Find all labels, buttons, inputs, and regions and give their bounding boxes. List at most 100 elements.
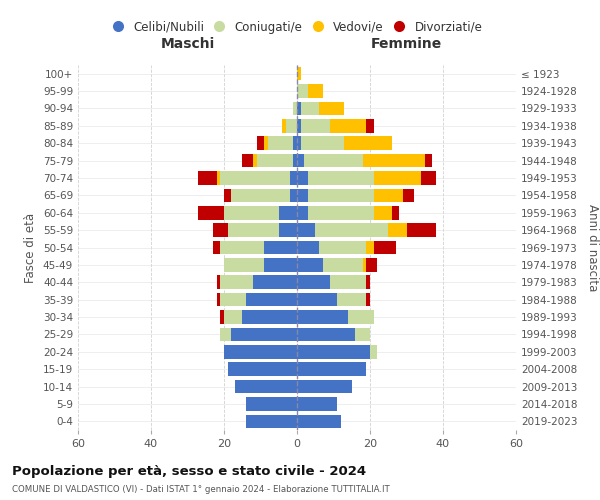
Bar xyxy=(290,188,297,202)
Bar xyxy=(224,345,297,358)
Bar xyxy=(297,293,337,306)
Bar xyxy=(246,397,297,410)
Bar xyxy=(297,293,367,306)
Bar xyxy=(246,414,297,428)
Bar xyxy=(297,362,367,376)
Bar xyxy=(297,414,341,428)
Legend: Celibi/Nubili, Coniugati/e, Vedovi/e, Divorziati/e: Celibi/Nubili, Coniugati/e, Vedovi/e, Di… xyxy=(107,16,487,38)
Bar xyxy=(224,258,297,272)
Bar xyxy=(227,362,297,376)
Bar xyxy=(297,154,304,168)
Bar xyxy=(227,362,297,376)
Bar xyxy=(220,240,297,254)
Y-axis label: Fasce di età: Fasce di età xyxy=(25,212,37,282)
Bar xyxy=(297,188,308,202)
Bar xyxy=(279,224,297,237)
Bar xyxy=(297,397,337,410)
Bar xyxy=(297,414,341,428)
Bar xyxy=(297,276,367,289)
Bar xyxy=(246,397,297,410)
Bar xyxy=(246,414,297,428)
Bar xyxy=(297,102,344,115)
Bar xyxy=(220,310,297,324)
Bar xyxy=(246,414,297,428)
Bar xyxy=(297,206,392,220)
Bar xyxy=(297,136,392,150)
Bar xyxy=(224,258,297,272)
Bar xyxy=(297,154,432,168)
Bar xyxy=(297,310,374,324)
Bar xyxy=(213,224,297,237)
Bar xyxy=(297,397,337,410)
Bar xyxy=(297,362,367,376)
Bar xyxy=(297,224,407,237)
Bar xyxy=(246,414,297,428)
Bar xyxy=(297,171,308,185)
Bar xyxy=(297,240,319,254)
Bar xyxy=(253,276,297,289)
Bar xyxy=(220,293,297,306)
Bar xyxy=(297,328,355,341)
Bar xyxy=(242,154,297,168)
Bar xyxy=(297,206,374,220)
Bar xyxy=(297,102,344,115)
Text: COMUNE DI VALDASTICO (VI) - Dati ISTAT 1° gennaio 2024 - Elaborazione TUTTITALIA: COMUNE DI VALDASTICO (VI) - Dati ISTAT 1… xyxy=(12,485,390,494)
Bar xyxy=(220,328,297,341)
Bar xyxy=(297,240,395,254)
Bar xyxy=(283,119,297,132)
Bar xyxy=(297,171,374,185)
Bar xyxy=(235,380,297,394)
Bar xyxy=(297,119,374,132)
Bar xyxy=(235,380,297,394)
Bar xyxy=(268,136,297,150)
Bar xyxy=(283,119,297,132)
Bar xyxy=(297,224,388,237)
Bar xyxy=(297,119,330,132)
Bar xyxy=(253,154,297,168)
Bar xyxy=(246,397,297,410)
Bar xyxy=(297,84,323,98)
Bar xyxy=(297,293,367,306)
Bar xyxy=(297,102,319,115)
Bar xyxy=(264,136,297,150)
Bar xyxy=(224,345,297,358)
Bar xyxy=(224,206,297,220)
Bar xyxy=(199,171,297,185)
Bar xyxy=(297,258,323,272)
Bar xyxy=(224,188,297,202)
Bar xyxy=(227,362,297,376)
Bar xyxy=(297,362,367,376)
Bar xyxy=(297,84,308,98)
Bar xyxy=(290,171,297,185)
Bar xyxy=(264,240,297,254)
Bar xyxy=(297,258,367,272)
Bar xyxy=(220,276,297,289)
Bar xyxy=(293,102,297,115)
Bar xyxy=(297,414,341,428)
Bar xyxy=(293,102,297,115)
Text: Maschi: Maschi xyxy=(160,37,215,51)
Bar xyxy=(297,276,367,289)
Bar xyxy=(297,171,436,185)
Bar xyxy=(220,328,297,341)
Bar xyxy=(224,206,297,220)
Bar xyxy=(227,362,297,376)
Bar xyxy=(297,136,344,150)
Bar xyxy=(217,293,297,306)
Bar xyxy=(297,84,323,98)
Bar xyxy=(217,276,297,289)
Bar xyxy=(297,345,377,358)
Bar xyxy=(297,328,370,341)
Text: Popolazione per età, sesso e stato civile - 2024: Popolazione per età, sesso e stato civil… xyxy=(12,465,366,478)
Bar xyxy=(293,154,297,168)
Bar xyxy=(297,397,337,410)
Bar xyxy=(297,380,352,394)
Bar xyxy=(297,240,374,254)
Bar xyxy=(220,276,297,289)
Bar xyxy=(297,397,337,410)
Bar xyxy=(297,345,377,358)
Bar xyxy=(199,206,297,220)
Bar xyxy=(297,188,414,202)
Bar xyxy=(297,414,341,428)
Bar xyxy=(297,67,301,80)
